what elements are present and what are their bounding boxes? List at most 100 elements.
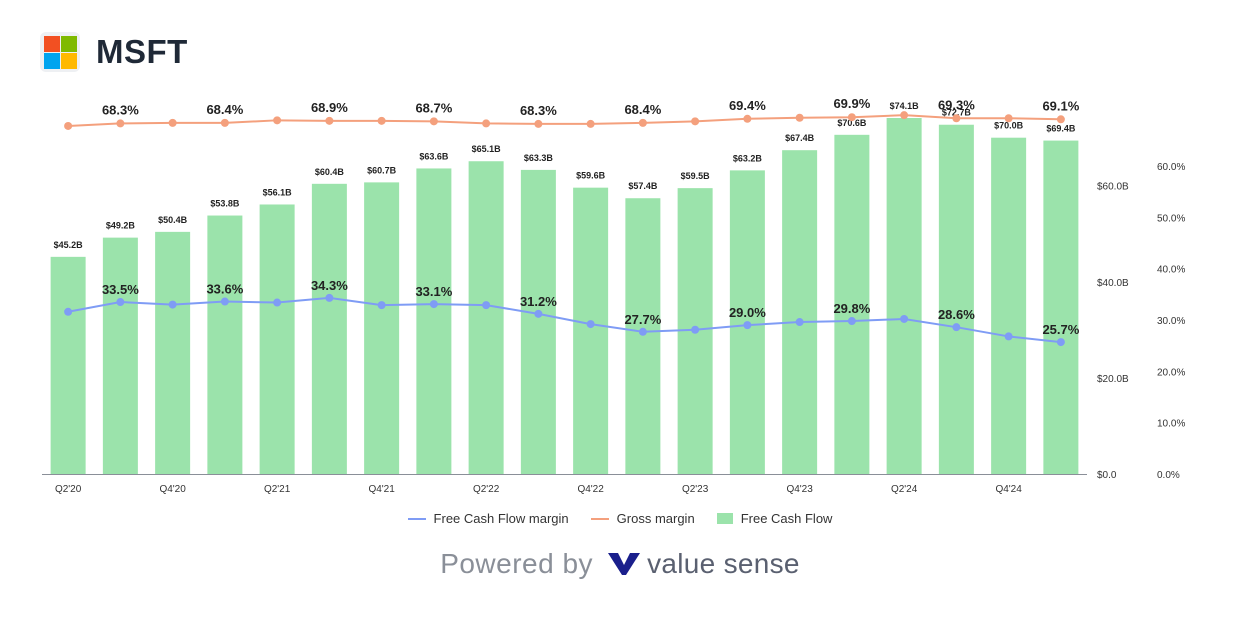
gross-margin-point — [795, 113, 804, 122]
brand-name: value sense — [647, 548, 800, 579]
line-value-label: 33.5% — [102, 282, 139, 297]
fcf-bar — [102, 237, 138, 474]
line-value-label: 29.0% — [729, 305, 766, 320]
y-right-tick-label: 0.0% — [1157, 470, 1180, 481]
line-value-label: 25.7% — [1042, 322, 1079, 337]
legend-label: Free Cash Flow — [740, 511, 833, 526]
gross-margin-point — [534, 119, 543, 128]
gross-margin-line — [68, 114, 1061, 127]
ticker-title: MSFT — [96, 33, 188, 70]
x-tick-label: Q4'22 — [577, 484, 604, 495]
fcf-bar — [938, 124, 974, 474]
y-left-tick-label: $60.0B — [1097, 182, 1129, 193]
fcf-margin-point — [900, 314, 909, 323]
gross-margin-point — [952, 114, 961, 123]
y-right-tick-label: 40.0% — [1157, 265, 1185, 276]
legend-label: Gross margin — [616, 511, 695, 526]
fcf-bar — [886, 118, 922, 474]
fcf-margin-point — [638, 327, 647, 336]
fcf-margin-point — [377, 301, 386, 310]
x-tick-label: Q2'22 — [473, 484, 500, 495]
line-value-label: 68.7% — [415, 100, 452, 115]
fcf-bar — [520, 169, 556, 474]
fcf-bar — [834, 134, 870, 474]
fcf-margin-point — [482, 301, 491, 310]
fcf-margin-point — [586, 320, 595, 329]
legend-line-swatch — [590, 517, 609, 520]
gross-margin-point — [220, 118, 229, 127]
fcf-margin-point — [64, 307, 73, 316]
y-right-tick-label: 60.0% — [1157, 162, 1185, 173]
bar-value-label: $59.5B — [681, 171, 711, 181]
legend-item-fcf-margin[interactable]: Free Cash Flow margin — [407, 511, 569, 526]
x-tick-label: Q4'23 — [786, 484, 813, 495]
gross-margin-point — [482, 119, 491, 128]
fcf-margin-point — [273, 298, 282, 307]
gross-margin-point — [64, 121, 73, 130]
bar-value-label: $59.6B — [576, 171, 606, 181]
gross-margin-point — [586, 119, 595, 128]
line-value-label: 69.4% — [729, 98, 766, 113]
x-tick-label: Q4'21 — [368, 484, 395, 495]
y-right-tick-label: 30.0% — [1157, 316, 1185, 327]
fcf-margin-point — [847, 317, 856, 326]
x-tick-label: Q2'20 — [55, 484, 82, 495]
y-left-tick-label: $40.0B — [1097, 278, 1129, 289]
bar-value-label: $74.1B — [890, 101, 920, 111]
line-value-label: 68.9% — [311, 100, 348, 115]
y-right-tick-label: 50.0% — [1157, 213, 1185, 224]
chart-header: MSFT — [40, 30, 188, 74]
bar-value-label: $63.3B — [524, 153, 554, 163]
powered-by-footer: Powered by value sense — [0, 548, 1240, 580]
fcf-bar — [50, 256, 86, 474]
bar-value-label: $56.1B — [263, 187, 293, 197]
y-left-tick-label: $0.0 — [1097, 470, 1117, 481]
fcf-margin-point — [691, 325, 700, 334]
gross-margin-point — [325, 116, 334, 125]
gross-margin-point — [116, 119, 125, 128]
chart-legend: Free Cash Flow margin Gross margin Free … — [0, 511, 1240, 526]
line-value-label: 28.6% — [938, 307, 975, 322]
x-tick-label: Q2'21 — [264, 484, 291, 495]
fcf-bar — [991, 137, 1027, 475]
fcf-margin-line — [67, 296, 1061, 344]
line-value-label: 69.9% — [833, 96, 870, 111]
line-value-label: 34.3% — [311, 278, 348, 293]
fcf-bar — [625, 198, 661, 474]
line-value-label: 31.2% — [520, 294, 557, 309]
legend-item-fcf[interactable]: Free Cash Flow — [716, 511, 833, 526]
powered-by-text: Powered by — [440, 548, 594, 579]
bar-value-label: $45.2B — [54, 240, 84, 250]
bar-value-label: $50.4B — [158, 215, 188, 225]
fcf-margin-point — [1004, 332, 1013, 341]
y-right-tick-label: 20.0% — [1157, 367, 1185, 378]
fcf-bar — [311, 183, 347, 475]
fcf-margin-point — [743, 321, 752, 330]
line-value-label: 68.4% — [624, 102, 661, 117]
line-value-label: 68.3% — [520, 103, 557, 118]
bar-value-label: $69.4B — [1046, 124, 1076, 134]
fcf-bar — [259, 204, 295, 475]
line-value-label: 68.3% — [102, 102, 139, 117]
fcf-margin-point — [952, 323, 961, 332]
gross-margin-point — [743, 114, 752, 123]
gross-margin-point — [273, 116, 282, 125]
fcf-margin-point — [429, 300, 438, 309]
fcf-margin-point — [220, 297, 229, 306]
fcf-bar — [364, 182, 400, 474]
fcf-bar — [416, 168, 452, 474]
fcf-bar — [1043, 140, 1079, 474]
fcf-margin-point — [534, 309, 543, 318]
bar-value-label: $70.0B — [994, 121, 1024, 131]
bar-value-label: $67.4B — [785, 133, 815, 143]
line-value-label: 33.1% — [415, 284, 452, 299]
microsoft-logo-icon — [40, 32, 80, 72]
line-value-label: 69.3% — [938, 97, 975, 112]
bar-value-label: $72.7B — [942, 108, 972, 118]
brand-logo[interactable]: value sense — [607, 548, 800, 580]
gross-margin-point — [691, 117, 700, 126]
gross-margin-point — [900, 111, 909, 120]
gross-margin-point — [1056, 115, 1065, 124]
bar-value-label: $70.6B — [837, 118, 867, 128]
legend-item-gross-margin[interactable]: Gross margin — [590, 511, 695, 526]
